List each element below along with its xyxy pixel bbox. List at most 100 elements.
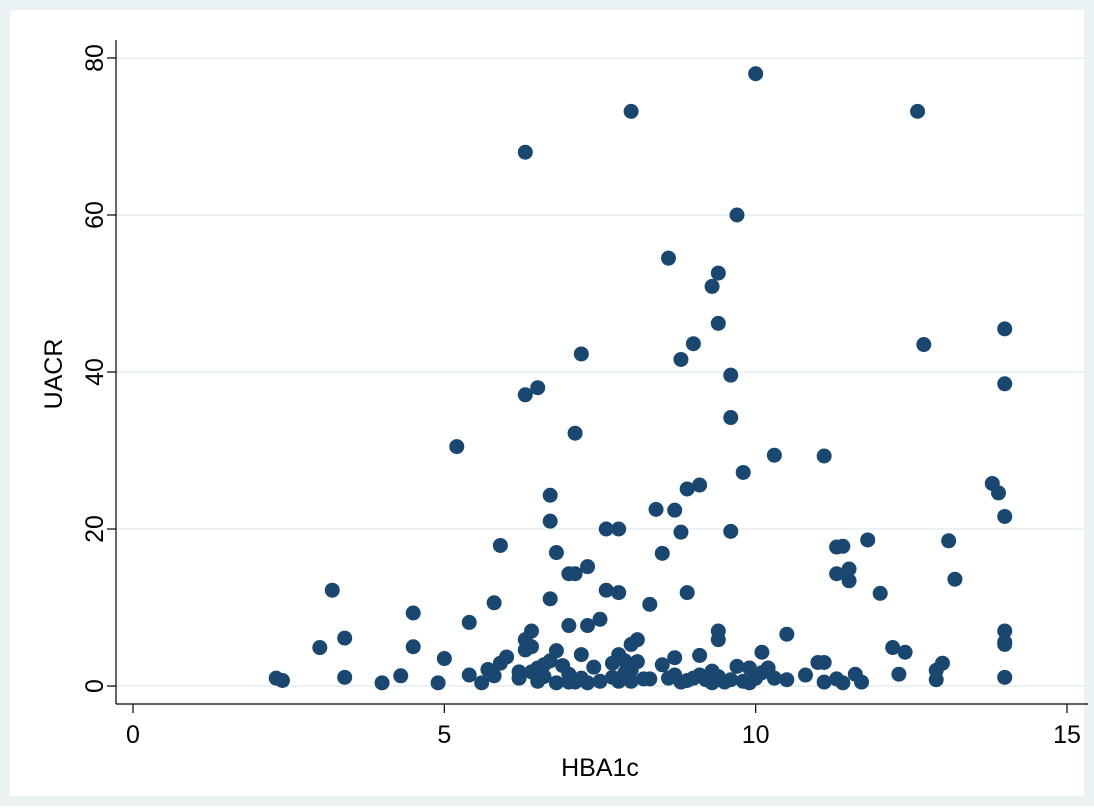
data-point-0-24 <box>517 144 533 160</box>
data-point-0-80 <box>654 545 670 561</box>
data-point-0-144 <box>891 666 907 682</box>
y-tick-label-3: 60 <box>81 201 109 229</box>
data-point-0-31 <box>530 380 546 396</box>
data-point-0-155 <box>997 321 1013 337</box>
data-point-0-103 <box>710 315 726 331</box>
data-point-0-87 <box>673 351 689 367</box>
data-point-0-88 <box>673 524 689 540</box>
data-point-0-156 <box>997 376 1013 392</box>
data-point-0-52 <box>573 647 589 663</box>
y-tick-label-0: 0 <box>81 679 109 693</box>
data-point-0-37 <box>542 513 558 529</box>
data-point-0-157 <box>997 508 1013 524</box>
data-point-0-81 <box>654 657 670 673</box>
data-point-0-77 <box>642 596 658 612</box>
data-point-0-123 <box>766 447 782 463</box>
data-point-0-70 <box>623 103 639 119</box>
data-point-0-51 <box>573 346 589 362</box>
y-tick-label-4: 80 <box>81 44 109 72</box>
data-point-0-41 <box>548 643 564 659</box>
data-point-0-74 <box>629 632 645 648</box>
data-point-0-161 <box>997 669 1013 685</box>
data-point-0-154 <box>991 485 1007 501</box>
data-point-0-127 <box>797 667 813 683</box>
data-point-0-14 <box>461 667 477 683</box>
data-point-0-78 <box>642 671 658 687</box>
data-point-0-145 <box>897 644 913 660</box>
y-axis-label: UACR <box>40 339 68 410</box>
data-point-0-61 <box>598 582 614 598</box>
data-point-0-96 <box>692 647 708 663</box>
data-point-0-137 <box>841 561 857 577</box>
data-point-0-110 <box>723 523 739 539</box>
data-point-0-38 <box>542 591 558 607</box>
data-point-0-133 <box>829 566 845 582</box>
data-point-0-3 <box>324 582 340 598</box>
data-point-0-57 <box>586 659 602 675</box>
data-point-0-91 <box>679 585 695 601</box>
data-point-0-138 <box>841 573 857 589</box>
data-point-0-142 <box>872 585 888 601</box>
data-point-0-15 <box>474 675 490 691</box>
data-point-0-35 <box>536 669 552 685</box>
data-point-0-84 <box>667 502 683 518</box>
data-point-0-40 <box>548 545 564 561</box>
data-point-0-109 <box>723 410 739 426</box>
x-axis-label: HBA1c <box>561 754 639 782</box>
data-point-0-124 <box>766 670 782 686</box>
data-point-0-90 <box>679 481 695 497</box>
x-tick-label-1: 5 <box>437 721 451 749</box>
data-point-0-23 <box>511 664 527 680</box>
data-point-0-143 <box>885 640 901 656</box>
data-point-0-2 <box>312 640 328 656</box>
data-point-0-131 <box>816 674 832 690</box>
data-point-0-79 <box>648 501 664 517</box>
data-point-0-118 <box>748 66 764 82</box>
data-point-0-5 <box>337 669 353 685</box>
data-point-0-49 <box>567 566 583 582</box>
data-point-0-55 <box>580 618 596 634</box>
data-point-0-73 <box>623 673 639 689</box>
data-point-0-17 <box>486 595 502 611</box>
y-ticks: 0 20 40 60 80 <box>81 44 116 693</box>
data-point-0-108 <box>723 367 739 383</box>
data-point-0-152 <box>947 571 963 587</box>
data-point-0-105 <box>710 632 726 648</box>
x-tick-label-2: 10 <box>742 721 770 749</box>
data-point-0-12 <box>449 439 465 455</box>
y-tick-label-2: 40 <box>81 358 109 386</box>
data-point-0-6 <box>374 675 390 691</box>
data-point-0-126 <box>779 672 795 688</box>
y-tick-label-1: 20 <box>81 515 109 543</box>
data-point-0-59 <box>592 673 608 689</box>
data-point-0-7 <box>393 668 409 684</box>
x-tick-label-3: 15 <box>1053 721 1081 749</box>
data-point-0-111 <box>723 672 739 688</box>
data-point-0-19 <box>492 537 508 553</box>
data-point-0-99 <box>704 278 720 294</box>
data-point-0-112 <box>729 207 745 223</box>
data-point-0-125 <box>779 626 795 642</box>
data-point-0-36 <box>542 487 558 503</box>
x-ticks: 0 5 10 15 <box>126 704 1081 749</box>
data-point-0-158 <box>997 623 1013 639</box>
data-point-0-141 <box>860 532 876 548</box>
data-point-0-25 <box>517 387 533 403</box>
data-point-0-1 <box>274 673 290 689</box>
data-point-0-75 <box>629 654 645 670</box>
x-tick-label-0: 0 <box>126 721 140 749</box>
data-point-0-93 <box>685 336 701 352</box>
data-point-0-64 <box>611 521 627 537</box>
data-point-0-42 <box>548 675 564 691</box>
data-point-0-28 <box>524 623 540 639</box>
data-point-0-147 <box>916 337 932 353</box>
data-point-0-149 <box>928 672 944 688</box>
data-point-0-150 <box>934 655 950 671</box>
data-point-0-82 <box>660 250 676 266</box>
data-point-0-9 <box>405 639 421 655</box>
data-point-0-120 <box>754 644 770 660</box>
data-point-0-54 <box>580 559 596 575</box>
data-point-0-13 <box>461 614 477 630</box>
data-point-0-65 <box>611 585 627 601</box>
